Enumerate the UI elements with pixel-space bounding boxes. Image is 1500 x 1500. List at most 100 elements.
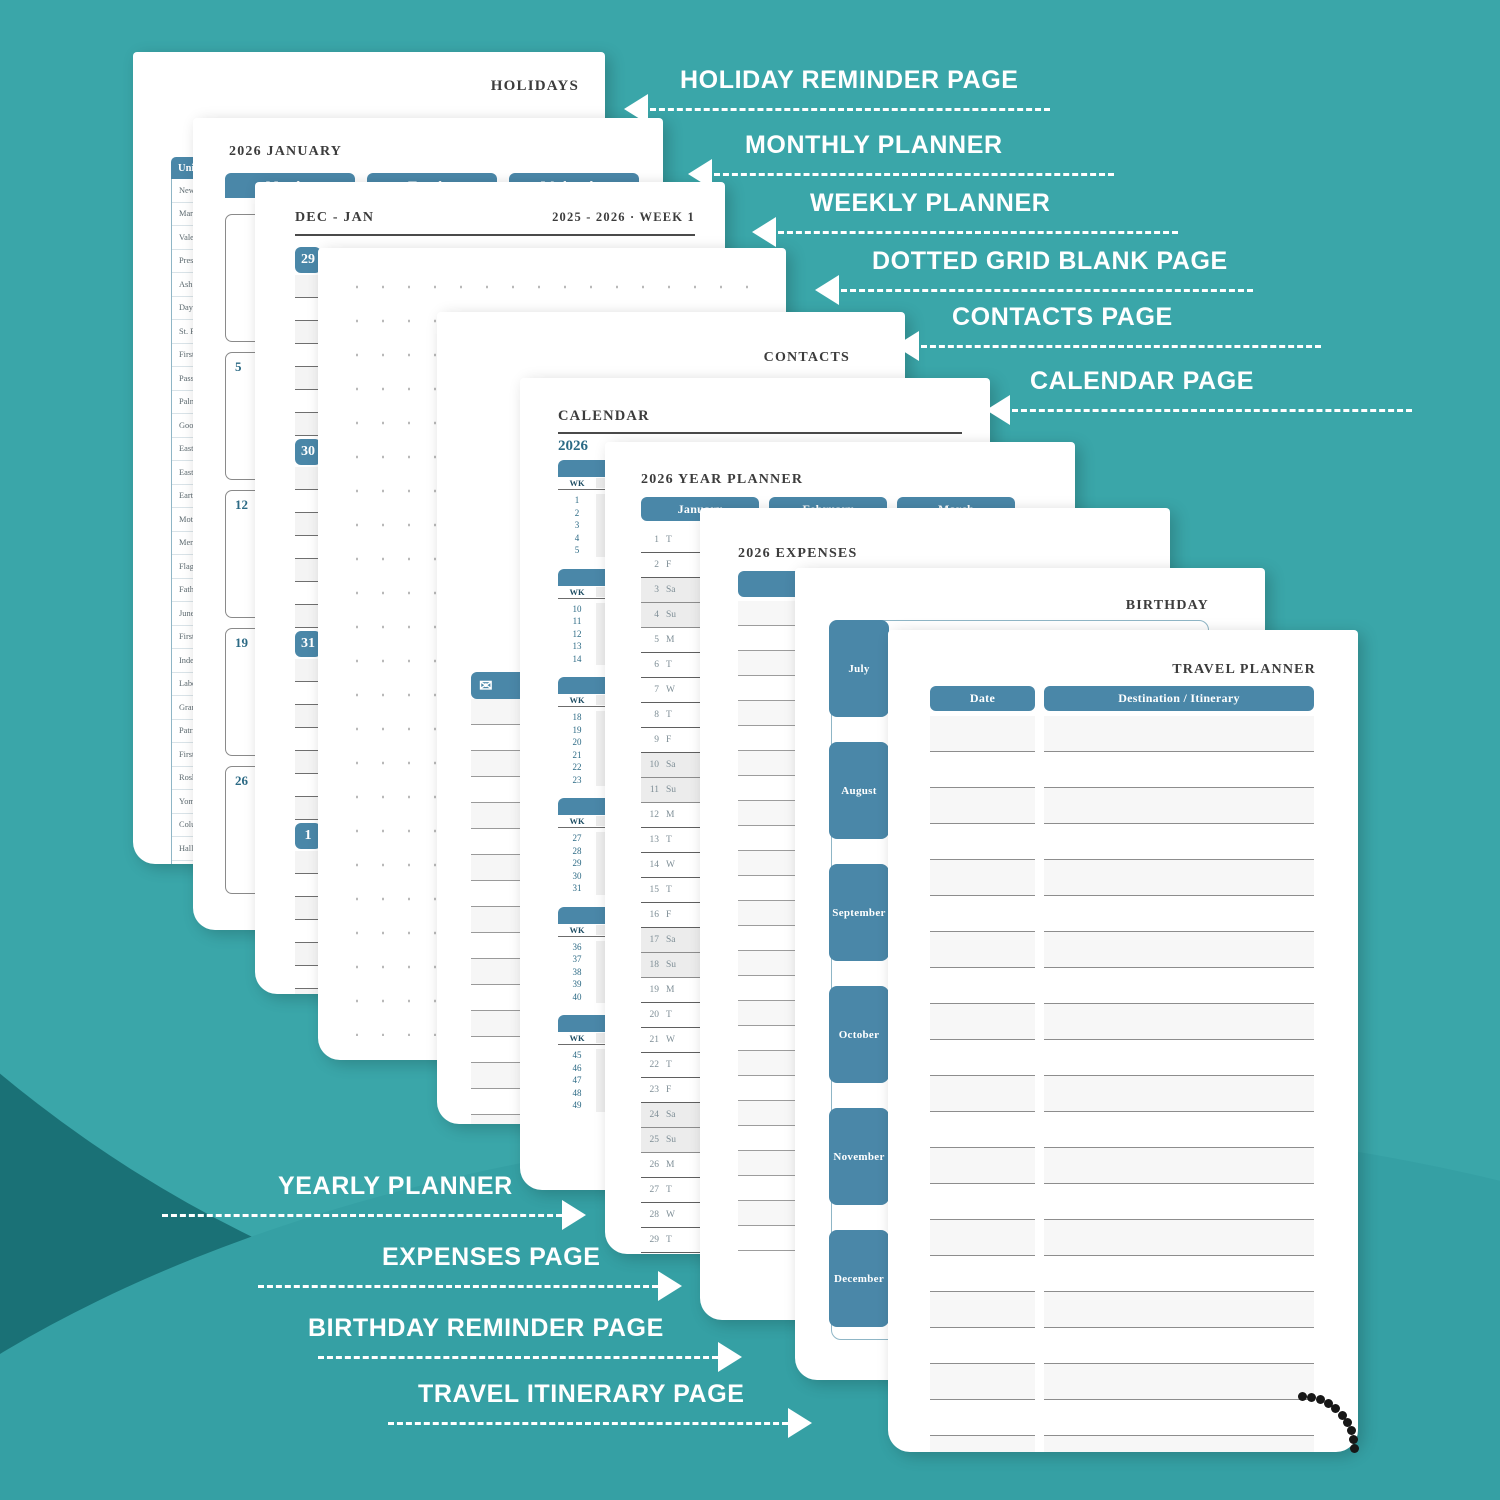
year-day-row[interactable]: 14 W xyxy=(641,853,731,878)
birthday-month-tab[interactable]: December xyxy=(829,1230,889,1327)
year-day-row[interactable]: 23 F xyxy=(641,1078,731,1103)
year-day-weekday: F xyxy=(666,735,672,745)
weekly-day-badge: 30 xyxy=(295,439,321,465)
birthday-month-tab[interactable]: October xyxy=(829,986,889,1083)
travel-destination-row[interactable] xyxy=(1044,1220,1314,1256)
page-travel-planner[interactable]: TRAVEL PLANNER Date Destination / Itiner… xyxy=(888,630,1359,1453)
travel-date-row[interactable] xyxy=(930,1400,1035,1436)
travel-destination-row[interactable] xyxy=(1044,1292,1314,1328)
calendar-wk-number: 21 xyxy=(572,749,582,760)
travel-destination-row[interactable] xyxy=(1044,1076,1314,1112)
callout-line-bottom xyxy=(318,1356,718,1359)
travel-date-row[interactable] xyxy=(930,1364,1035,1400)
travel-destination-row[interactable] xyxy=(1044,1400,1314,1436)
travel-date-row[interactable] xyxy=(930,968,1035,1004)
year-day-number: 10 xyxy=(649,760,660,770)
monthly-day-number: 19 xyxy=(235,635,248,650)
year-day-row[interactable]: 19 M xyxy=(641,978,731,1003)
year-day-weekday: Su xyxy=(666,610,677,620)
travel-date-row[interactable] xyxy=(930,1256,1035,1292)
year-day-row[interactable]: 28 W xyxy=(641,1203,731,1228)
year-day-weekday: T xyxy=(666,1185,672,1195)
calendar-wk-number: 22 xyxy=(572,762,582,772)
year-day-row[interactable]: 21 W xyxy=(641,1028,731,1053)
callout-label-bottom: TRAVEL ITINERARY PAGE xyxy=(418,1380,745,1408)
travel-date-row[interactable] xyxy=(930,1328,1035,1364)
travel-destination-row[interactable] xyxy=(1044,932,1314,968)
calendar-wk-number: 18 xyxy=(572,712,582,722)
travel-date-row[interactable] xyxy=(930,1112,1035,1148)
travel-destination-row[interactable] xyxy=(1044,716,1314,752)
year-day-weekday: Su xyxy=(666,785,677,795)
callout-arrow-right xyxy=(718,1342,742,1372)
travel-date-row[interactable] xyxy=(930,716,1035,752)
year-day-row[interactable]: 29 T xyxy=(641,1228,731,1253)
travel-destination-row[interactable] xyxy=(1044,1148,1314,1184)
calendar-wk-number: 27 xyxy=(572,833,582,843)
travel-destination-row[interactable] xyxy=(1044,788,1314,824)
travel-date-row[interactable] xyxy=(930,1076,1035,1112)
travel-date-row[interactable] xyxy=(930,896,1035,932)
callout-label-bottom: EXPENSES PAGE xyxy=(382,1243,601,1271)
travel-destination-column xyxy=(1044,716,1314,1452)
callout-line-bottom xyxy=(388,1422,788,1425)
travel-date-row[interactable] xyxy=(930,752,1035,788)
travel-destination-row[interactable] xyxy=(1044,824,1314,860)
year-day-row[interactable]: 20 T xyxy=(641,1003,731,1028)
callout-label-right: WEEKLY PLANNER xyxy=(810,189,1051,217)
birthday-month-tab[interactable]: August xyxy=(829,742,889,839)
calendar-wk-number: 2 xyxy=(574,507,580,518)
travel-date-row[interactable] xyxy=(930,932,1035,968)
travel-date-row[interactable] xyxy=(930,788,1035,824)
travel-date-row[interactable] xyxy=(930,860,1035,896)
calendar-wk-number: 30 xyxy=(572,870,582,881)
year-day-row[interactable]: 12 M xyxy=(641,803,731,828)
travel-destination-row[interactable] xyxy=(1044,860,1314,896)
travel-destination-row[interactable] xyxy=(1044,1256,1314,1292)
year-day-weekday: W xyxy=(666,685,675,695)
year-day-number: 24 xyxy=(649,1110,660,1120)
callout-line-right xyxy=(921,345,1321,348)
calendar-wk-number: 45 xyxy=(572,1050,582,1060)
year-day-row[interactable]: 16 F xyxy=(641,903,731,928)
travel-date-row[interactable] xyxy=(930,824,1035,860)
travel-destination-row[interactable] xyxy=(1044,1112,1314,1148)
travel-date-row[interactable] xyxy=(930,1292,1035,1328)
travel-destination-row[interactable] xyxy=(1044,896,1314,932)
year-day-row[interactable]: 15 T xyxy=(641,878,731,903)
birthday-month-tab[interactable]: November xyxy=(829,1108,889,1205)
year-day-number: 29 xyxy=(649,1235,660,1245)
birthday-month-tab[interactable]: September xyxy=(829,864,889,961)
travel-destination-row[interactable] xyxy=(1044,1040,1314,1076)
travel-date-row[interactable] xyxy=(930,1436,1035,1452)
callout-arrow-left xyxy=(624,94,648,124)
travel-date-row[interactable] xyxy=(930,1184,1035,1220)
holidays-page-title: HOLIDAYS xyxy=(490,78,579,94)
travel-date-row[interactable] xyxy=(930,1040,1035,1076)
travel-destination-row[interactable] xyxy=(1044,968,1314,1004)
travel-date-row[interactable] xyxy=(930,1148,1035,1184)
travel-destination-row[interactable] xyxy=(1044,1364,1314,1400)
weekly-day-badge: 1 xyxy=(295,823,321,849)
year-day-weekday: Su xyxy=(666,960,677,970)
year-day-row[interactable]: 27 T xyxy=(641,1178,731,1203)
travel-destination-row[interactable] xyxy=(1044,1004,1314,1040)
year-day-row[interactable]: 22 T xyxy=(641,1053,731,1078)
travel-date-row[interactable] xyxy=(930,1220,1035,1256)
travel-destination-row[interactable] xyxy=(1044,1436,1314,1452)
travel-destination-row[interactable] xyxy=(1044,752,1314,788)
travel-destination-row[interactable] xyxy=(1044,1328,1314,1364)
calendar-wk-number: 19 xyxy=(572,724,582,735)
year-day-row[interactable]: 26 M xyxy=(641,1153,731,1178)
travel-date-row[interactable] xyxy=(930,1004,1035,1040)
travel-destination-row[interactable] xyxy=(1044,1184,1314,1220)
year-day-row[interactable]: 13 T xyxy=(641,828,731,853)
birthday-month-tab[interactable]: July xyxy=(829,620,889,717)
